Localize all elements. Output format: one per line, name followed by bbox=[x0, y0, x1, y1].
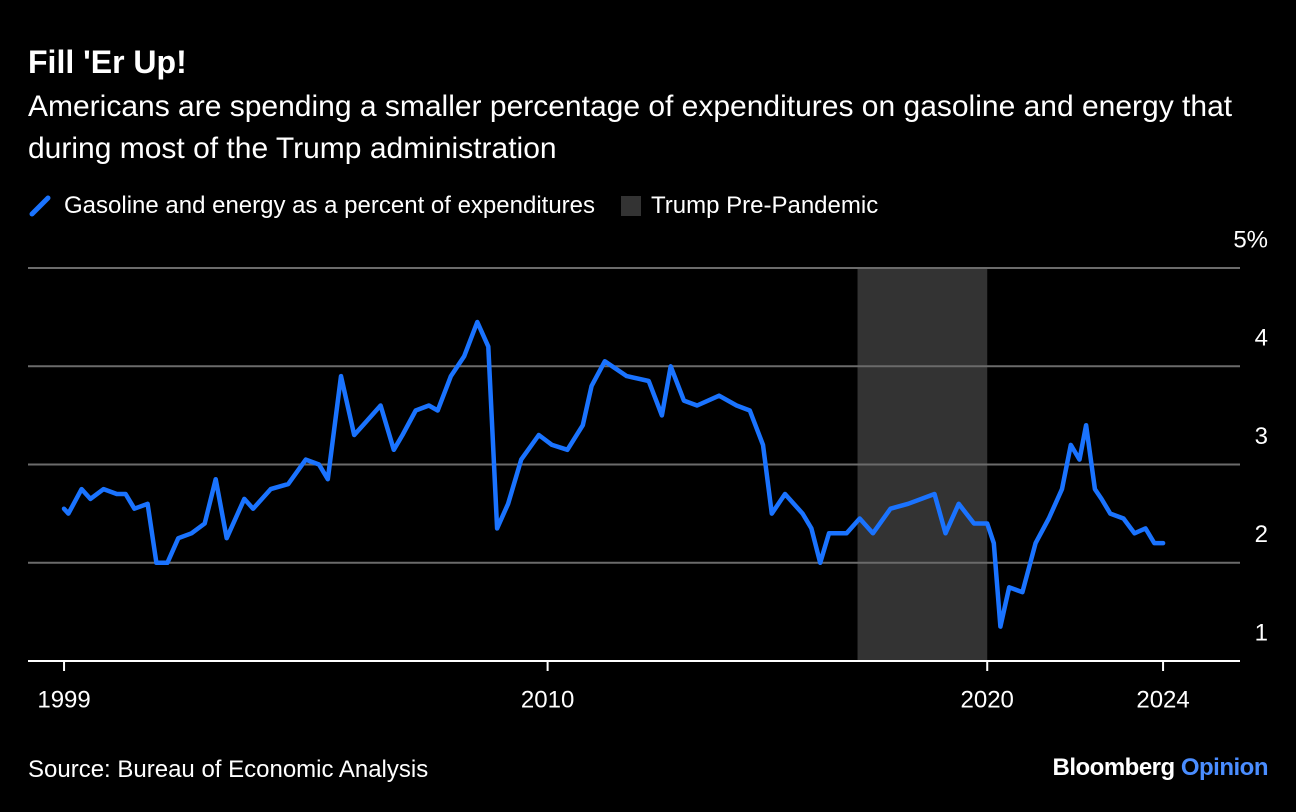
brand-name: Bloomberg bbox=[1052, 754, 1176, 781]
x-tick-label: 1999 bbox=[37, 686, 90, 713]
legend-label: Gasoline and energy as a percent of expe… bbox=[64, 192, 596, 219]
legend-label: Trump Pre-Pandemic bbox=[651, 192, 879, 219]
legend-swatch bbox=[621, 196, 642, 216]
brand-suffix: Opinion bbox=[1180, 754, 1269, 781]
y-tick-label: 1 bbox=[1255, 619, 1268, 646]
chart-title: Fill 'Er Up! bbox=[28, 44, 187, 80]
data-line bbox=[61, 319, 1166, 629]
brand: Bloomberg Opinion bbox=[1053, 754, 1269, 782]
legend-swatch bbox=[29, 195, 51, 217]
legend: Gasoline and energy as a percent of expe… bbox=[28, 192, 904, 220]
y-tick-label: 4 bbox=[1255, 325, 1268, 352]
legend-item: Gasoline and energy as a percent of expe… bbox=[28, 192, 595, 220]
x-tick-label: 2024 bbox=[1136, 686, 1189, 713]
legend-line bbox=[29, 195, 51, 217]
chart-subtitle: Americans are spending a smaller percent… bbox=[28, 90, 1233, 165]
y-tick-label: 5% bbox=[1233, 226, 1268, 253]
legend-item: Trump Pre-Pandemic bbox=[621, 192, 878, 220]
x-tick-label: 2010 bbox=[521, 686, 574, 713]
x-tick-label: 2020 bbox=[961, 686, 1014, 713]
source: Source: Bureau of Economic Analysis bbox=[28, 756, 429, 783]
y-tick-label: 3 bbox=[1255, 423, 1268, 450]
y-tick-label: 2 bbox=[1255, 521, 1268, 548]
